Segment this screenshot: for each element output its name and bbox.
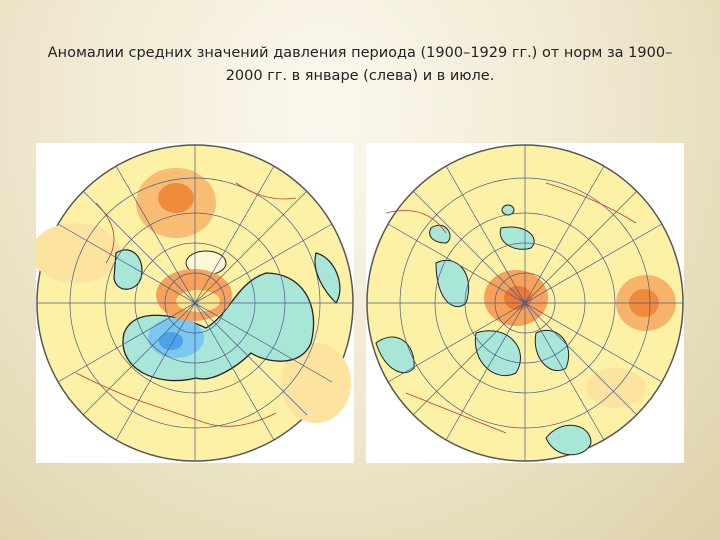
anomaly-mild — [586, 368, 646, 408]
anomaly-low — [534, 330, 570, 371]
anomaly-low — [429, 224, 451, 244]
january-map — [36, 143, 354, 463]
anomaly-low — [545, 424, 592, 456]
anomaly-low — [499, 226, 535, 250]
graticule — [367, 145, 683, 461]
anomaly-high — [158, 183, 194, 213]
july-map — [366, 143, 684, 463]
anomaly-low-core — [159, 332, 183, 350]
anomaly-low — [501, 204, 515, 216]
anomaly-low — [113, 249, 143, 290]
anomaly-low — [474, 330, 521, 377]
anomaly-low — [375, 336, 415, 374]
graticule — [37, 145, 353, 461]
coastline — [385, 182, 637, 434]
coastline — [75, 182, 297, 427]
slide-title: Аномалии средних значений давления перио… — [47, 45, 673, 84]
anomaly-mild — [36, 223, 121, 283]
